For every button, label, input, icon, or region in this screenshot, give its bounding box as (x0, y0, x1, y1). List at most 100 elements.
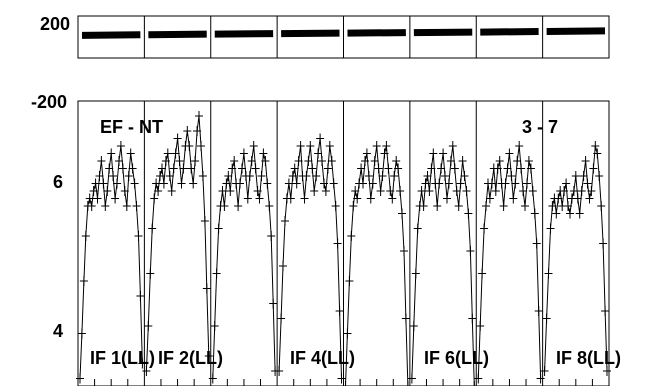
amp-point-if6-28 (462, 186, 471, 196)
amp-point-if5-21 (382, 141, 391, 151)
amp-point-if7-19 (511, 178, 520, 189)
amp-point-if5-30 (400, 246, 408, 256)
amp-point-if8-17 (573, 193, 582, 204)
amp-point-if2-24 (189, 178, 198, 189)
amp-point-if2-21 (183, 126, 192, 136)
amp-point-if4-14 (302, 171, 311, 181)
amp-point-if7-0 (474, 373, 483, 384)
amp-point-if2-15 (171, 148, 180, 159)
amp-point-if1-25 (124, 171, 133, 181)
amp-point-if1-8 (91, 178, 100, 189)
phase-series-if3 (214, 30, 274, 38)
amp-point-if2-2 (146, 268, 155, 279)
phase-panel: 200 -200 (31, 14, 610, 112)
amp-point-if4-30 (333, 238, 342, 249)
amp-point-if5-32 (403, 381, 412, 386)
amp-point-if2-0 (142, 366, 151, 376)
amp-point-if1-17 (109, 171, 118, 181)
amp-point-if2-11 (163, 148, 172, 159)
phase-series-if8 (546, 27, 606, 36)
amp-point-if3-10 (228, 163, 237, 174)
amp-point-if6-25 (456, 178, 465, 189)
amp-point-if4-11 (296, 141, 305, 151)
amp-point-if2-5 (152, 178, 161, 189)
amp-point-if6-0 (407, 373, 416, 384)
amp-point-if4-16 (306, 141, 315, 151)
amp-point-if1-18 (111, 193, 120, 204)
amp-point-if7-20 (513, 156, 522, 166)
amp-point-if5-0 (341, 381, 350, 386)
amp-point-if6-29 (464, 208, 473, 219)
amp-point-if8-26 (591, 141, 600, 151)
amp-point-if5-29 (398, 208, 406, 219)
phase-series-if7 (480, 28, 539, 36)
amp-point-if5-9 (359, 178, 367, 189)
baseline-number: 3 - 7 (522, 117, 558, 137)
amp-point-if3-6 (220, 201, 229, 211)
amp-point-if4-10 (294, 156, 303, 166)
amp-point-if5-2 (345, 276, 354, 286)
phase-series-if1 (81, 31, 141, 39)
amp-point-if7-31 (534, 306, 543, 316)
amp-line-if1 (79, 145, 143, 379)
amp-point-if4-21 (316, 133, 325, 144)
amp-point-if4-28 (329, 178, 338, 189)
amp-point-if6-11 (429, 148, 438, 159)
amp-point-if5-11 (362, 148, 371, 159)
amp-point-if4-3 (281, 216, 289, 226)
amp-point-if3-1 (210, 321, 219, 331)
amp-point-if3-7 (222, 178, 231, 189)
amp-point-if6-30 (466, 246, 475, 256)
amp-point-if8-12 (564, 201, 572, 211)
amp-point-if4-7 (288, 171, 297, 181)
if-label-8: IF 8(LL) (556, 348, 621, 368)
amp-point-if6-23 (452, 186, 461, 196)
amp-point-if1-7 (89, 186, 98, 196)
amp-point-if2-25 (191, 156, 200, 166)
amp-point-if5-15 (370, 156, 379, 166)
amp-point-if7-21 (515, 141, 524, 151)
amp-point-if8-2 (544, 268, 553, 279)
amp-point-if6-14 (435, 178, 444, 189)
amp-point-if3-15 (238, 163, 246, 174)
amp-point-if8-6 (552, 208, 561, 219)
amp-ytick-6: 6 (53, 172, 63, 192)
amp-point-if4-29 (331, 201, 340, 211)
amp-point-if8-0 (540, 366, 549, 376)
amp-point-if6-15 (437, 163, 446, 174)
amp-point-if8-16 (571, 171, 580, 181)
if-label-6: IF 6(LL) (424, 348, 489, 368)
amp-point-if8-13 (566, 208, 574, 219)
amp-point-if5-10 (361, 156, 369, 166)
amp-point-if6-1 (409, 321, 418, 331)
amp-point-if7-2 (478, 268, 487, 279)
amp-point-if7-3 (480, 223, 489, 234)
amp-point-if8-24 (587, 186, 596, 196)
amp-point-if3-31 (269, 298, 278, 309)
amp-point-if6-18 (443, 193, 451, 204)
amp-point-if2-6 (154, 186, 163, 196)
amp-point-if3-29 (265, 201, 274, 211)
amp-point-if8-25 (589, 163, 598, 174)
amp-point-if1-12 (99, 178, 108, 189)
amp-point-if5-25 (390, 171, 399, 181)
amp-point-if1-15 (105, 163, 114, 174)
amp-point-if5-12 (364, 171, 373, 181)
amp-point-if2-8 (158, 163, 166, 174)
amp-point-if1-5 (85, 193, 94, 204)
amp-point-if8-4 (548, 201, 557, 211)
amp-point-if4-2 (279, 261, 287, 271)
amp-point-if1-6 (87, 201, 96, 211)
amp-point-if7-6 (485, 193, 494, 204)
amp-point-if8-27 (593, 148, 602, 159)
amp-point-if8-1 (542, 313, 551, 324)
amp-point-if5-16 (372, 141, 381, 151)
amp-point-if4-27 (327, 156, 336, 166)
amp-point-if5-8 (357, 163, 366, 174)
amp-point-if8-21 (581, 156, 590, 166)
amp-point-if7-17 (507, 171, 516, 181)
amp-point-if8-32 (603, 366, 611, 376)
amp-point-if2-17 (175, 156, 184, 166)
amp-line-if3 (212, 145, 276, 379)
amp-point-if2-10 (161, 156, 170, 166)
